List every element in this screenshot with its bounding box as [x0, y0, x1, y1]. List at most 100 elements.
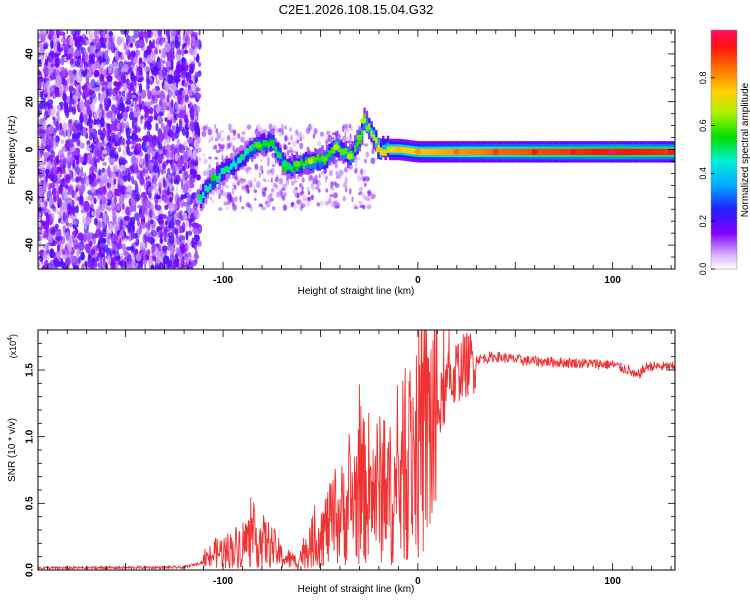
heatmap-cell: [120, 157, 127, 166]
heatmap-cell: [175, 219, 181, 226]
ridge-cell: [636, 148, 640, 155]
heatmap-cell: [87, 253, 92, 260]
heatmap-cell: [39, 169, 46, 178]
heatmap-cell: [77, 140, 81, 147]
heatmap-cell: [290, 134, 293, 142]
y-tick-label: -20: [25, 190, 36, 205]
heatmap-cell: [175, 63, 182, 75]
ridge-point: [492, 148, 499, 155]
heatmap-cell: [299, 142, 304, 150]
heatmap-cell: [68, 36, 74, 46]
heatmap-cell: [47, 61, 51, 69]
heatmap-cell: [53, 132, 57, 142]
heatmap-cell: [226, 142, 229, 149]
ridge-cell: [386, 146, 390, 153]
heatmap-cell: [227, 123, 232, 131]
heatmap-cell: [305, 127, 311, 134]
ridge-point: [255, 141, 262, 148]
heatmap-cell: [150, 264, 155, 269]
heatmap-cell: [162, 222, 166, 230]
heatmap-cell: [190, 259, 197, 267]
heatmap-cell: [164, 42, 172, 53]
heatmap-cell: [88, 96, 93, 105]
heatmap-cell: [67, 204, 73, 215]
heatmap-cell: [193, 121, 200, 132]
ridge-cell: [599, 148, 602, 155]
heatmap-cell: [132, 232, 139, 239]
heatmap-cell: [59, 185, 63, 193]
heatmap-cell: [101, 109, 104, 119]
heatmap-cell: [112, 61, 118, 70]
heatmap-cell: [52, 116, 55, 121]
heatmap-cell: [131, 259, 136, 267]
heatmap-cell: [334, 183, 340, 189]
heatmap-cell: [43, 243, 50, 251]
ridge-cell: [281, 154, 284, 165]
heatmap-cell: [271, 164, 276, 167]
ridge-cell: [246, 148, 249, 155]
heatmap-cell: [152, 30, 158, 38]
x-tick-label: -100: [213, 576, 233, 587]
ridge-cell: [258, 144, 261, 151]
heatmap-cell: [324, 200, 330, 206]
heatmap-cell: [133, 30, 140, 39]
heatmap-cell: [131, 132, 137, 142]
heatmap-cell: [125, 139, 131, 146]
ridge-cell: [468, 148, 471, 155]
heatmap-cell: [125, 126, 131, 136]
heatmap-cell: [103, 213, 109, 224]
heatmap-cell: [106, 191, 113, 200]
heatmap-cell: [91, 264, 94, 269]
heatmap-cell: [140, 115, 144, 120]
heatmap-cell: [118, 60, 124, 70]
heatmap-cell: [116, 242, 123, 250]
ridge-cell: [545, 148, 549, 155]
heatmap-cell: [162, 176, 166, 184]
ridge-cell: [325, 153, 329, 161]
heatmap-cell: [90, 78, 96, 89]
heatmap-cell: [131, 121, 139, 128]
heatmap-cell: [112, 164, 119, 172]
heatmap-cell: [79, 115, 84, 124]
heatmap-cell: [139, 76, 145, 81]
heatmap-cell: [190, 160, 196, 166]
heatmap-cell: [120, 252, 124, 261]
heatmap-cell: [333, 200, 338, 208]
x-tick-label: 100: [604, 576, 621, 587]
heatmap-cell: [91, 210, 95, 216]
heatmap-cell: [146, 30, 152, 38]
heatmap-cell: [258, 171, 262, 178]
ridge-cell: [330, 150, 334, 161]
heatmap-cell: [178, 118, 183, 128]
ridge-cell: [262, 139, 266, 147]
heatmap-cell: [145, 221, 151, 229]
ridge-cell: [555, 148, 558, 155]
heatmap-cell: [74, 91, 81, 100]
heatmap-cell: [78, 241, 85, 251]
snr-x-label: Height of straight line (km): [298, 584, 415, 595]
heatmap-cell: [48, 182, 56, 189]
heatmap-cell: [123, 250, 128, 256]
ridge-cell: [552, 148, 556, 155]
ridge-cell: [426, 148, 429, 155]
heatmap-cell: [86, 231, 90, 243]
heatmap-cell: [121, 90, 126, 97]
ridge-cell: [342, 148, 345, 155]
heatmap-cell: [165, 75, 169, 82]
heatmap-cell: [115, 202, 122, 210]
heatmap-cell: [88, 144, 95, 149]
heatmap-cell: [173, 30, 177, 35]
heatmap-cell: [45, 137, 51, 148]
heatmap-cell: [66, 54, 71, 61]
heatmap-cell: [144, 172, 149, 178]
ridge-cell: [431, 148, 434, 155]
ridge-point: [224, 165, 230, 172]
heatmap-cell: [77, 168, 82, 173]
heatmap-cell: [220, 129, 224, 134]
heatmap-cell: [316, 140, 322, 147]
heatmap-cell: [358, 200, 363, 204]
ridge-cell: [597, 148, 600, 155]
heatmap-cell: [113, 81, 118, 87]
heatmap-cell: [97, 50, 101, 56]
heatmap-cell: [327, 134, 333, 142]
